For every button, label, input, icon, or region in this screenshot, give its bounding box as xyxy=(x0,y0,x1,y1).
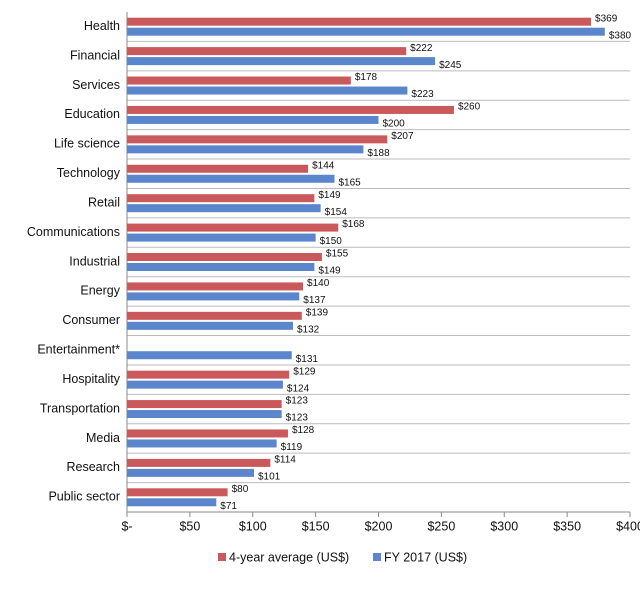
category-label: Life science xyxy=(54,137,120,151)
value-label: $165 xyxy=(338,177,361,188)
bar xyxy=(127,410,282,419)
bar xyxy=(127,400,282,409)
value-label: $155 xyxy=(326,249,349,260)
value-label: $71 xyxy=(220,501,237,512)
value-label: $222 xyxy=(410,43,433,54)
bar xyxy=(127,370,290,379)
value-label: $119 xyxy=(281,442,303,453)
value-label: $114 xyxy=(274,455,296,466)
value-label: $140 xyxy=(307,278,330,289)
x-tick-label: $250 xyxy=(427,519,455,533)
bar xyxy=(127,174,335,183)
value-label: $178 xyxy=(355,72,378,83)
value-label: $124 xyxy=(287,383,310,394)
value-label: $132 xyxy=(297,324,320,335)
x-tick-label: $- xyxy=(121,519,132,533)
bar xyxy=(127,145,364,154)
bar xyxy=(127,57,436,66)
value-label: $123 xyxy=(286,396,309,407)
x-tick-label: $50 xyxy=(179,519,200,533)
value-label: $188 xyxy=(367,148,390,159)
category-label: Industrial xyxy=(69,254,120,268)
value-label: $80 xyxy=(232,484,249,495)
bar xyxy=(127,86,408,95)
value-label: $154 xyxy=(325,207,348,218)
value-label: $123 xyxy=(286,413,309,424)
value-label: $149 xyxy=(318,266,341,277)
value-label: $150 xyxy=(320,236,343,247)
bar xyxy=(127,282,304,291)
bar xyxy=(127,233,316,242)
bar xyxy=(127,115,379,124)
bar xyxy=(127,439,277,448)
value-label: $131 xyxy=(296,354,319,365)
bar xyxy=(127,76,351,85)
legend-swatch xyxy=(218,553,226,561)
bar xyxy=(127,429,288,438)
value-label: $128 xyxy=(292,425,315,436)
category-label: Entertainment* xyxy=(37,343,120,357)
value-label: $149 xyxy=(318,190,341,201)
bar xyxy=(127,253,322,261)
value-label: $200 xyxy=(383,119,406,130)
value-label: $137 xyxy=(303,295,326,306)
legend-label: FY 2017 (US$) xyxy=(384,550,467,564)
bar xyxy=(127,223,339,232)
x-tick-label: $100 xyxy=(239,519,267,533)
category-label: Retail xyxy=(88,195,120,209)
value-label: $207 xyxy=(391,131,414,142)
bar xyxy=(127,204,321,213)
bar xyxy=(127,194,315,203)
category-label: Education xyxy=(64,107,120,121)
bar xyxy=(127,458,271,467)
x-tick-label: $350 xyxy=(553,519,581,533)
category-label: Media xyxy=(86,431,120,445)
category-label: Consumer xyxy=(62,313,120,327)
value-label: $139 xyxy=(306,307,329,318)
x-tick-label: $200 xyxy=(365,519,393,533)
bar xyxy=(127,311,302,320)
bar xyxy=(127,27,605,36)
x-tick-label: $150 xyxy=(302,519,330,533)
value-label: $101 xyxy=(258,472,281,483)
bar xyxy=(127,488,228,497)
bar xyxy=(127,351,292,360)
bar xyxy=(127,17,592,26)
legend-swatch xyxy=(373,553,381,561)
bar xyxy=(127,105,454,114)
value-label: $129 xyxy=(293,366,316,377)
category-label: Financial xyxy=(70,48,120,62)
category-label: Research xyxy=(67,460,121,474)
bar xyxy=(127,380,283,389)
value-label: $260 xyxy=(458,102,481,113)
bar xyxy=(127,292,300,301)
category-label: Health xyxy=(84,19,120,33)
category-label: Public sector xyxy=(48,490,120,504)
value-label: $380 xyxy=(609,30,632,41)
category-label: Hospitality xyxy=(62,372,120,386)
bar xyxy=(127,321,293,330)
bar xyxy=(127,47,407,56)
bar xyxy=(127,135,388,144)
bar xyxy=(127,263,315,271)
value-label: $369 xyxy=(595,13,618,24)
value-label: $223 xyxy=(411,89,434,100)
value-label: $168 xyxy=(342,219,365,230)
x-tick-label: $300 xyxy=(490,519,518,533)
category-label: Communications xyxy=(27,225,120,239)
bar xyxy=(127,498,217,507)
category-label: Services xyxy=(72,78,120,92)
value-label: $144 xyxy=(312,160,335,171)
value-label: $245 xyxy=(439,60,462,71)
category-label: Technology xyxy=(57,166,121,180)
legend-label: 4-year average (US$) xyxy=(229,550,349,564)
bar xyxy=(127,164,309,173)
x-tick-label: $400 xyxy=(616,519,640,533)
bar xyxy=(127,468,255,477)
category-label: Transportation xyxy=(40,401,120,415)
category-label: Energy xyxy=(80,284,120,298)
